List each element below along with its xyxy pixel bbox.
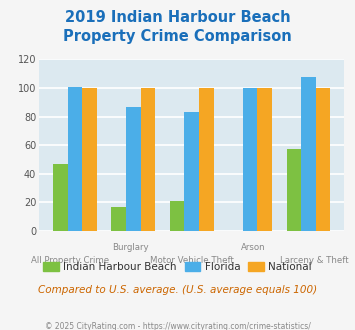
- Text: Arson: Arson: [240, 243, 265, 251]
- Text: All Property Crime: All Property Crime: [31, 256, 109, 265]
- Bar: [82, 88, 97, 231]
- Text: © 2025 CityRating.com - https://www.cityrating.com/crime-statistics/: © 2025 CityRating.com - https://www.city…: [45, 322, 310, 330]
- Text: 2019 Indian Harbour Beach
Property Crime Comparison: 2019 Indian Harbour Beach Property Crime…: [63, 10, 292, 44]
- Bar: [111, 207, 126, 231]
- Bar: [184, 112, 199, 231]
- Text: Compared to U.S. average. (U.S. average equals 100): Compared to U.S. average. (U.S. average …: [38, 285, 317, 295]
- Bar: [67, 86, 82, 231]
- Text: Larceny & Theft: Larceny & Theft: [279, 256, 348, 265]
- Bar: [316, 88, 331, 231]
- Bar: [170, 201, 184, 231]
- Text: Burglary: Burglary: [112, 243, 149, 251]
- Legend: Indian Harbour Beach, Florida, National: Indian Harbour Beach, Florida, National: [39, 258, 316, 276]
- Bar: [53, 164, 67, 231]
- Bar: [199, 88, 214, 231]
- Bar: [126, 107, 141, 231]
- Text: Motor Vehicle Theft: Motor Vehicle Theft: [150, 256, 234, 265]
- Bar: [301, 77, 316, 231]
- Bar: [243, 88, 257, 231]
- Bar: [141, 88, 155, 231]
- Bar: [286, 149, 301, 231]
- Bar: [257, 88, 272, 231]
